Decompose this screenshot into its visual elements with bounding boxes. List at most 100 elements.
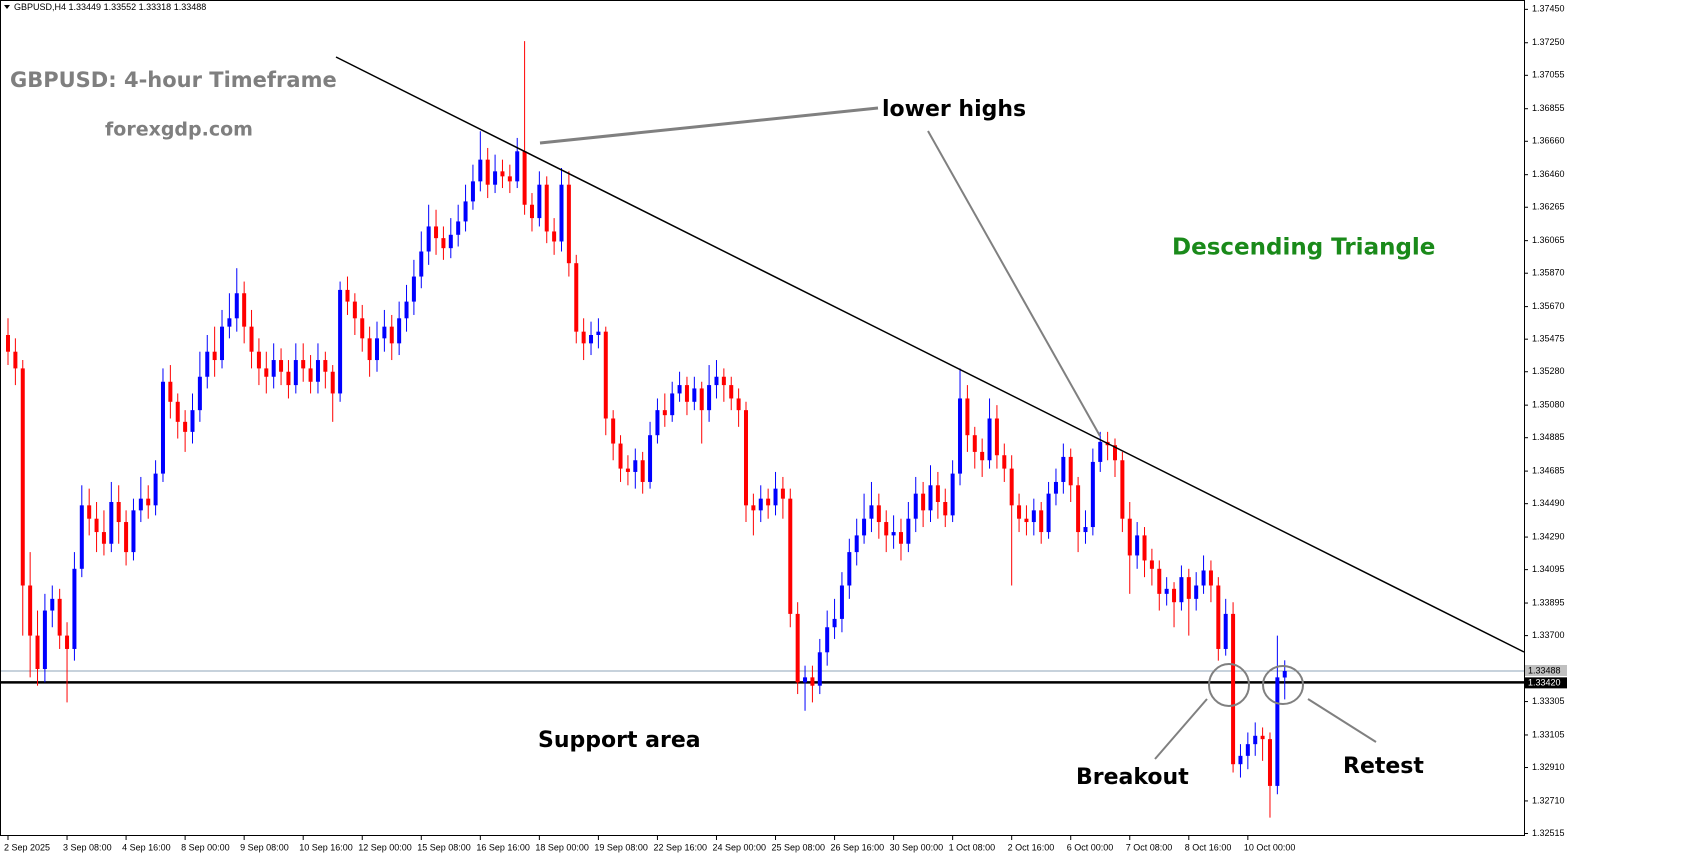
candle-body	[42, 610, 47, 669]
candle-body	[205, 351, 210, 377]
x-tick-label: 6 Oct 00:00	[1067, 842, 1114, 852]
x-tick-label: 10 Sep 16:00	[299, 842, 353, 852]
y-tick-label: 1.36660	[1532, 136, 1565, 146]
x-tick-label: 1 Oct 08:00	[949, 842, 996, 852]
candle-body	[1068, 456, 1073, 486]
candle-body	[478, 159, 483, 182]
y-tick-label: 1.36460	[1532, 169, 1565, 179]
y-tick-label: 1.34290	[1532, 531, 1565, 541]
candle-body	[79, 505, 84, 569]
candle-body	[1164, 588, 1169, 594]
candle-body	[264, 368, 269, 377]
candle-body	[220, 326, 225, 361]
candle-body	[338, 289, 343, 394]
x-tick-label: 10 Oct 00:00	[1244, 842, 1296, 852]
candle-body	[928, 485, 933, 511]
header-close: 1.33488	[174, 2, 207, 12]
candle-body	[1039, 510, 1044, 533]
candle-body	[1149, 560, 1154, 569]
candle-body	[293, 360, 298, 386]
support-price-label: 1.33420	[1528, 678, 1561, 688]
candle-body	[345, 289, 350, 302]
candle-body	[1083, 527, 1088, 533]
y-tick-label: 1.35670	[1532, 301, 1565, 311]
connector	[1154, 698, 1208, 760]
candle-body	[301, 360, 306, 369]
candle-body	[566, 184, 571, 264]
candle-body	[1142, 535, 1147, 561]
x-tick-label: 18 Sep 00:00	[535, 842, 589, 852]
connector	[1307, 698, 1377, 743]
candle-body	[1061, 456, 1066, 482]
candle-body	[935, 485, 940, 502]
candle-body	[633, 460, 638, 472]
candle-body	[803, 677, 808, 683]
candle-body	[891, 532, 896, 536]
candle-body	[552, 231, 557, 242]
candle-body	[256, 351, 261, 369]
candle-body	[1267, 739, 1272, 786]
candle-body	[589, 335, 594, 344]
candle-body	[441, 238, 446, 249]
x-tick-label: 2 Sep 2025	[4, 842, 50, 852]
candle-body	[1253, 735, 1258, 745]
candle-body	[832, 618, 837, 628]
candle-body	[212, 351, 217, 361]
y-tick-label: 1.33700	[1532, 630, 1565, 640]
y-tick-label: 1.35080	[1532, 400, 1565, 410]
candle-body	[625, 468, 630, 472]
candle-body	[559, 184, 564, 242]
candle-body	[175, 401, 180, 422]
candle-body	[500, 171, 505, 177]
header-low: 1.33318	[139, 2, 172, 12]
candle-body	[1076, 485, 1081, 533]
candle-body	[183, 421, 188, 432]
candle-body	[670, 393, 675, 416]
x-tick-label: 30 Sep 00:00	[890, 842, 944, 852]
candle-body	[131, 510, 136, 553]
candle-body	[906, 518, 911, 544]
candle-body	[1216, 585, 1221, 649]
candle-body	[101, 532, 106, 544]
candle-body	[884, 522, 889, 536]
candle-body	[744, 410, 748, 506]
candle-body	[1135, 535, 1140, 556]
candle-body	[463, 201, 468, 222]
y-tick-label: 1.34095	[1532, 564, 1565, 574]
y-tick-label: 1.35280	[1532, 366, 1565, 376]
y-tick-label: 1.32515	[1532, 828, 1565, 838]
candle-body	[271, 360, 276, 377]
candle-body	[234, 293, 239, 319]
candle-body	[766, 498, 771, 506]
candle-body	[65, 635, 70, 649]
candle-body	[72, 568, 77, 649]
x-tick-label: 26 Sep 16:00	[831, 842, 885, 852]
candle-body	[160, 381, 165, 474]
candle-body	[1186, 577, 1191, 599]
candle-body	[13, 351, 18, 369]
price-box	[1525, 677, 1567, 689]
candle-body	[242, 293, 247, 327]
candle-body	[943, 502, 948, 516]
candle-body	[751, 505, 756, 511]
candle-body	[574, 263, 579, 332]
candle-body	[817, 652, 822, 686]
candle-body	[677, 385, 682, 394]
candle-body	[810, 677, 815, 686]
connector	[927, 130, 1101, 437]
candle-body	[411, 276, 416, 302]
candle-body	[190, 410, 195, 432]
candle-body	[522, 151, 527, 205]
candle-body	[1208, 570, 1213, 586]
candle-body	[397, 318, 402, 344]
x-tick-label: 3 Sep 08:00	[63, 842, 112, 852]
candle-body	[315, 360, 320, 382]
x-tick-label: 2 Oct 16:00	[1008, 842, 1055, 852]
x-tick-label: 4 Sep 16:00	[122, 842, 171, 852]
candle-body	[544, 184, 549, 232]
candle-body	[721, 376, 726, 386]
candle-body	[382, 326, 387, 339]
candle-body	[729, 385, 734, 399]
candle-body	[1127, 518, 1132, 556]
